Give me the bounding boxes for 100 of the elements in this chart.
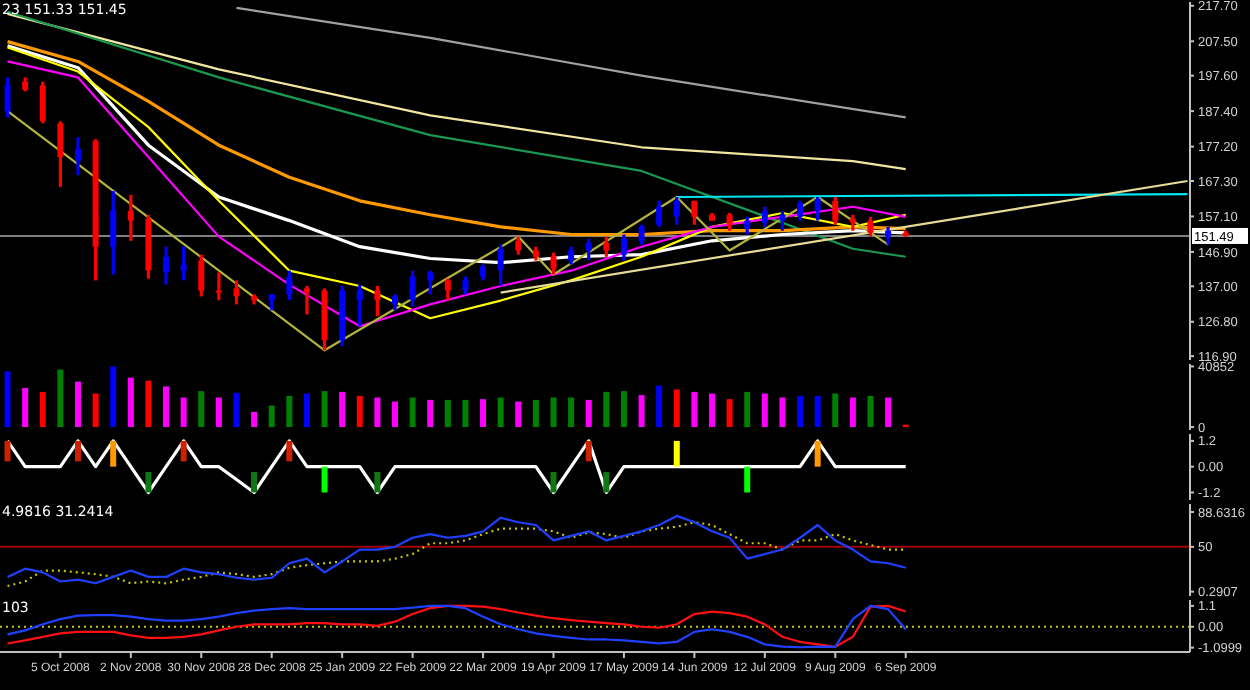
bar <box>303 393 310 428</box>
candlestick <box>57 119 64 189</box>
candlestick <box>215 270 222 302</box>
bar <box>321 466 328 493</box>
bar <box>691 391 698 428</box>
bar <box>497 397 504 428</box>
candlestick <box>779 209 786 233</box>
bar <box>92 393 99 428</box>
candlestick <box>761 205 768 229</box>
bar <box>127 377 134 428</box>
bar <box>585 440 592 462</box>
bar <box>708 393 715 428</box>
bar <box>110 366 117 428</box>
bar <box>339 391 346 428</box>
candlestick <box>198 253 205 298</box>
candlestick <box>444 277 451 302</box>
candlestick <box>515 235 522 257</box>
candlestick <box>673 195 680 227</box>
candlestick <box>180 245 187 283</box>
bar <box>797 395 804 428</box>
bar <box>550 472 557 493</box>
bar <box>251 411 258 428</box>
bar <box>163 386 170 428</box>
bar <box>39 391 46 428</box>
bar <box>444 399 451 428</box>
bar <box>233 392 240 428</box>
candlestick <box>603 235 610 259</box>
candlestick <box>814 195 821 223</box>
bar <box>673 440 680 467</box>
bar <box>74 381 81 428</box>
bar <box>427 399 434 428</box>
candlestick <box>286 269 293 302</box>
candlestick <box>832 195 839 227</box>
bar <box>814 440 821 467</box>
line-series <box>235 6 907 119</box>
bar <box>867 395 874 428</box>
bar <box>585 399 592 428</box>
candlestick <box>620 232 627 263</box>
bar <box>814 395 821 428</box>
bar <box>198 391 205 428</box>
bar <box>4 440 11 462</box>
bar <box>180 397 187 428</box>
bar <box>57 369 64 428</box>
bar <box>251 472 258 493</box>
line-series <box>6 12 907 171</box>
bar <box>515 401 522 428</box>
bar <box>391 401 398 428</box>
bar <box>761 393 768 428</box>
bar <box>568 397 575 428</box>
bar <box>286 440 293 462</box>
candlestick <box>867 215 874 239</box>
bar <box>603 391 610 428</box>
bar <box>22 388 29 428</box>
bar <box>145 472 152 493</box>
bar <box>550 397 557 428</box>
candlestick <box>427 269 434 296</box>
line-series <box>5 439 908 495</box>
candlestick <box>127 193 134 243</box>
bar <box>110 440 117 467</box>
bar <box>603 472 610 493</box>
bar <box>744 391 751 428</box>
bar <box>744 466 751 493</box>
bar <box>832 393 839 428</box>
bar <box>480 399 487 428</box>
candlestick <box>39 79 46 125</box>
candlestick <box>638 223 645 247</box>
bar <box>321 391 328 428</box>
bar <box>409 397 416 428</box>
bar <box>885 397 892 428</box>
candlestick <box>409 269 416 309</box>
candlestick <box>356 282 363 328</box>
bar <box>374 472 381 493</box>
bar <box>673 389 680 428</box>
candlestick <box>550 251 557 277</box>
bar <box>356 395 363 428</box>
bar <box>4 371 11 428</box>
candlestick <box>497 243 504 288</box>
candlestick <box>110 189 117 277</box>
bar <box>532 399 539 428</box>
bar <box>849 397 856 428</box>
bar <box>215 397 222 428</box>
candlestick <box>585 237 592 263</box>
bar <box>620 391 627 428</box>
candlestick <box>233 278 240 306</box>
bar <box>374 397 381 428</box>
bar <box>656 385 663 428</box>
bar <box>180 440 187 462</box>
bar <box>462 399 469 428</box>
bar <box>286 395 293 428</box>
candlestick <box>656 199 663 229</box>
candlestick <box>74 135 81 177</box>
candlestick <box>163 245 170 287</box>
bar <box>638 395 645 428</box>
bar <box>779 397 786 428</box>
bar <box>726 399 733 428</box>
bar <box>268 405 275 428</box>
bar <box>74 440 81 462</box>
bar <box>145 380 152 428</box>
candlestick <box>4 75 11 119</box>
candlestick <box>303 284 310 317</box>
